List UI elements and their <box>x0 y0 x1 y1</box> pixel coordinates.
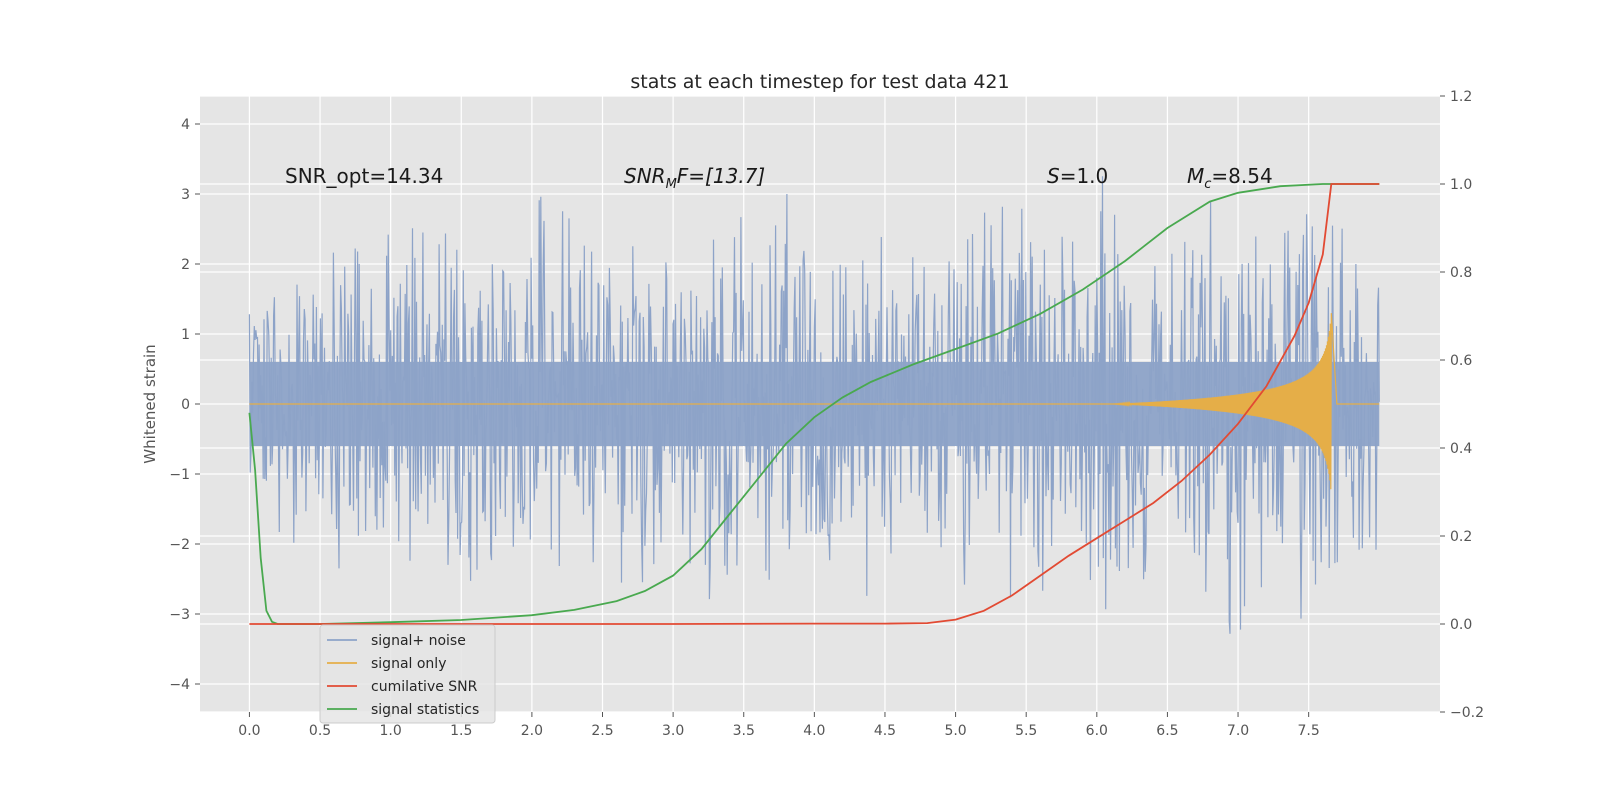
y-tick-label: −3 <box>169 607 190 623</box>
x-tick-label: 4.5 <box>874 723 896 739</box>
annotation-mc: Mc=8.54 <box>1187 164 1273 192</box>
chart-title: stats at each timestep for test data 421 <box>630 71 1009 93</box>
y-tick-label: 3 <box>181 187 190 203</box>
x-tick-label: 2.0 <box>521 723 543 739</box>
x-tick-label: 5.0 <box>944 723 966 739</box>
y2-tick-label: 1.2 <box>1450 89 1472 105</box>
legend: signal+ noise signal only cumilative SNR si… <box>319 624 496 724</box>
annotation-snr-mf: SNRMF=[13.7] <box>624 164 765 192</box>
x-tick-label: 4.0 <box>803 723 825 739</box>
x-tick-label: 6.0 <box>1086 723 1108 739</box>
y-tick-label: −2 <box>169 537 190 553</box>
legend-items: signal+ noise signal only cumilative SNR si… <box>327 633 479 718</box>
legend-box <box>319 624 496 724</box>
series-signal-only <box>249 313 1380 490</box>
y2-tick-label: 0.2 <box>1450 529 1472 545</box>
legend-label: cumilative SNR <box>371 679 478 695</box>
annotation-snr-opt: SNR_opt=14.34 <box>285 164 443 188</box>
y-tick-label: 4 <box>181 117 190 133</box>
y2-tick-label: 0.6 <box>1450 353 1472 369</box>
y-tick-label: 1 <box>181 327 190 343</box>
x-tick-label: 3.5 <box>733 723 755 739</box>
x-tick-label: 0.5 <box>309 723 331 739</box>
signal-layer <box>249 313 1380 490</box>
x-tick-label: 1.0 <box>380 723 402 739</box>
x-tick-label: 7.0 <box>1227 723 1249 739</box>
legend-label: signal+ noise <box>371 633 466 649</box>
y2-tick-label: 0.8 <box>1450 265 1472 281</box>
y2-tick-label: 0.0 <box>1450 617 1472 633</box>
x-tick-label: 3.0 <box>662 723 684 739</box>
y2-tick-label: 0.4 <box>1450 441 1472 457</box>
y-tick-label: 0 <box>181 397 190 413</box>
y2-tick-label: −0.2 <box>1450 705 1484 721</box>
axis-layer: 0.0 0.5 1.0 1.5 2.0 2.5 3.0 3.5 4.0 4.5 5.0 5.5 6.0 6… <box>169 89 1484 739</box>
legend-label: signal only <box>371 656 446 672</box>
x-tick-label: 6.5 <box>1156 723 1178 739</box>
x-tick-label: 0.0 <box>238 723 260 739</box>
y-tick-label: 2 <box>181 257 190 273</box>
legend-label: signal statistics <box>371 702 479 718</box>
series-cumilative-snr <box>249 183 1380 625</box>
x-tick-label: 5.5 <box>1015 723 1037 739</box>
y-tick-label: −4 <box>169 677 190 693</box>
y2-tick-label: 1.0 <box>1450 177 1472 193</box>
line-layer <box>248 183 1380 625</box>
x-tick-label: 7.5 <box>1298 723 1320 739</box>
x-tick-label: 1.5 <box>450 723 472 739</box>
annotation-s: S=1.0 <box>1047 164 1108 188</box>
y-tick-label: −1 <box>169 467 190 483</box>
y-axis-label: Whitened strain <box>141 344 159 463</box>
x-tick-label: 2.5 <box>591 723 613 739</box>
